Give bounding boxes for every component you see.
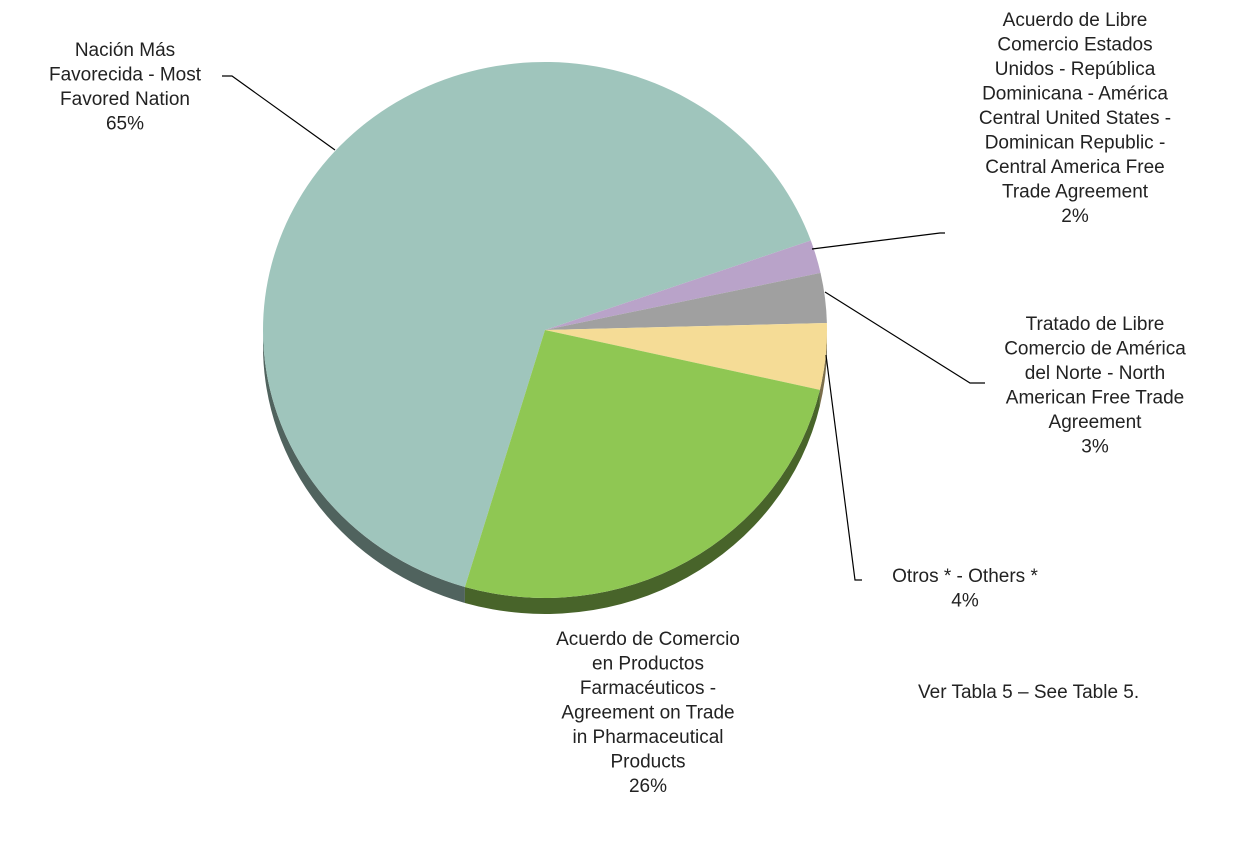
label-line: Acuerdo de Comercio (556, 629, 740, 650)
label-line: Dominican Republic - (985, 133, 1166, 154)
label-line: Tratado de Libre (1026, 314, 1165, 335)
leader-line (825, 354, 862, 581)
label-line: Dominicana - América (982, 84, 1168, 105)
label-line: del Norte - North (1025, 363, 1165, 384)
slice (464, 330, 820, 598)
leader-line (824, 291, 985, 384)
label-line: Products (611, 752, 686, 773)
label-line: Trade Agreement (1002, 182, 1149, 203)
annotation: Ver Tabla 5 – See Table 5. (918, 682, 1139, 703)
value-label: 26% (629, 776, 667, 797)
slice-label: Tratado de Libre Comercio de América del N… (1004, 314, 1186, 433)
label-line: Acuerdo de Libre (1003, 10, 1148, 31)
label-line: Agreement (1049, 412, 1143, 433)
slice (545, 240, 821, 330)
value-label: 2% (1061, 206, 1089, 227)
label-line: Nación Más (75, 40, 175, 61)
label-line: Unidos - República (995, 59, 1156, 80)
label-line: in Pharmaceutical (572, 727, 723, 748)
leader-line (811, 232, 945, 250)
label-line: Otros * - Others * (892, 566, 1038, 587)
slice (545, 322, 827, 390)
leader-line (222, 75, 336, 151)
value-label: 3% (1081, 437, 1109, 458)
slice-label: Otros * - Others * (892, 566, 1038, 587)
label-line: Agreement on Trade (561, 703, 734, 724)
label-line: Comercio de América (1004, 339, 1186, 360)
slice-label: Nación Más Favorecida - Most Favored Natio… (49, 40, 202, 110)
slice (545, 272, 827, 330)
slice-label: Acuerdo de Libre Comercio Estados Unidos -… (979, 10, 1171, 203)
label-line: en Productos (592, 654, 704, 675)
label-line: Favored Nation (60, 89, 190, 110)
label-line: Central America Free (985, 157, 1165, 178)
label-line: Central United States - (979, 108, 1171, 129)
value-label: 65% (106, 114, 144, 135)
label-line: Favorecida - Most (49, 65, 202, 86)
slice-label: Acuerdo de Comercio en Productos Farmacéut… (556, 629, 740, 773)
slice-side (263, 330, 465, 603)
value-label: 4% (951, 591, 979, 612)
label-line: Comercio Estados (997, 35, 1152, 56)
slice-side (819, 330, 827, 406)
label-line: Farmacéuticos - (580, 678, 716, 699)
label-line: American Free Trade (1006, 388, 1184, 409)
slice (262, 61, 811, 587)
